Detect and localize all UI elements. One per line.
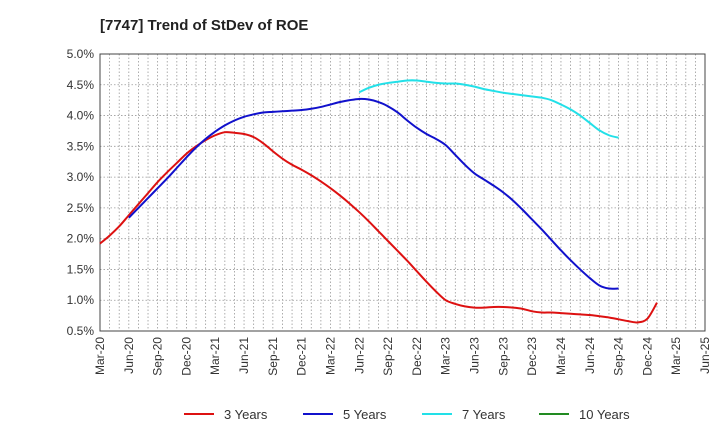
x-tick-label: Dec-21 bbox=[295, 337, 309, 376]
legend-label: 7 Years bbox=[462, 407, 506, 422]
chart-title: [7747] Trend of StDev of ROE bbox=[100, 17, 308, 34]
y-tick-label: 1.5% bbox=[67, 262, 95, 276]
y-tick-label: 2.5% bbox=[67, 201, 95, 215]
y-tick-label: 5.0% bbox=[67, 47, 95, 61]
x-tick-label: Sep-22 bbox=[381, 337, 395, 376]
y-tick-label: 1.0% bbox=[67, 293, 95, 307]
x-tick-label: Dec-20 bbox=[179, 337, 193, 376]
series-line-7-years bbox=[358, 79, 619, 139]
x-tick-label: Jun-22 bbox=[352, 337, 366, 374]
series-line-3-years bbox=[99, 131, 658, 324]
legend: 3 Years 5 Years 7 Years 10 Years bbox=[184, 407, 630, 422]
series-lines bbox=[99, 79, 658, 324]
y-tick-label: 4.0% bbox=[67, 109, 95, 123]
x-tick-label: Jun-24 bbox=[583, 337, 597, 374]
legend-label: 10 Years bbox=[579, 407, 630, 422]
x-tick-label: Jun-21 bbox=[237, 337, 251, 374]
x-tick-label: Jun-25 bbox=[698, 337, 712, 374]
y-tick-label: 2.0% bbox=[67, 232, 95, 246]
x-tick-label: Dec-22 bbox=[410, 337, 424, 376]
x-tick-label: Mar-23 bbox=[439, 337, 453, 375]
x-tick-label: Mar-20 bbox=[93, 337, 107, 375]
y-tick-label: 4.5% bbox=[67, 78, 95, 92]
y-tick-label: 3.5% bbox=[67, 139, 95, 153]
legend-label: 5 Years bbox=[343, 407, 387, 422]
x-tick-label: Mar-21 bbox=[208, 337, 222, 375]
plot-border bbox=[99, 53, 706, 332]
x-tick-label: Jun-23 bbox=[468, 337, 482, 374]
x-tick-label: Sep-23 bbox=[496, 337, 510, 376]
x-tick-label: Sep-20 bbox=[151, 337, 165, 376]
x-tick-label: Mar-24 bbox=[554, 337, 568, 375]
y-tick-label: 0.5% bbox=[67, 324, 95, 338]
x-tick-label: Jun-20 bbox=[122, 337, 136, 374]
x-tick-label: Sep-21 bbox=[266, 337, 280, 376]
x-tick-label: Mar-22 bbox=[323, 337, 337, 375]
legend-label: 3 Years bbox=[224, 407, 268, 422]
x-tick-label: Sep-24 bbox=[612, 337, 626, 376]
x-tick-label: Mar-25 bbox=[669, 337, 683, 375]
x-tick-label: Dec-23 bbox=[525, 337, 539, 376]
vertical-gridlines bbox=[109, 54, 696, 331]
x-axis-tick-labels: Mar-20 Jun-20 Sep-20 Dec-20 Mar-21 Jun-21 Sep-… bbox=[93, 337, 712, 376]
series-line-5-years bbox=[128, 97, 619, 290]
plot-area bbox=[100, 54, 705, 331]
y-axis-tick-labels: 5.0% 4.5% 4.0% 3.5% 3.0% 2.5% 2.0% 1.5% 1.0% 0.5% bbox=[67, 47, 95, 338]
y-tick-label: 3.0% bbox=[67, 170, 95, 184]
x-tick-label: Dec-24 bbox=[640, 337, 654, 376]
